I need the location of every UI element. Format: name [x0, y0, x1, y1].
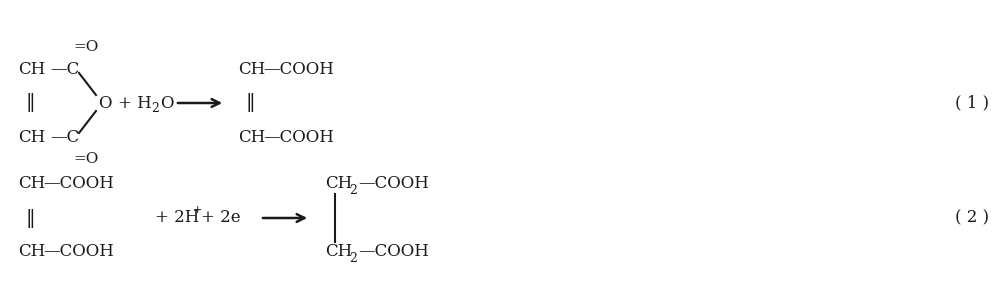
- Text: ‖: ‖: [25, 93, 35, 113]
- Text: 2: 2: [349, 253, 357, 265]
- Text: + 2e: + 2e: [201, 210, 241, 226]
- Text: CH: CH: [238, 129, 265, 146]
- Text: CH: CH: [325, 244, 352, 260]
- Text: ‖: ‖: [245, 93, 255, 113]
- Text: CH: CH: [18, 175, 45, 193]
- Text: ‖: ‖: [25, 208, 35, 228]
- Text: —COOH: —COOH: [263, 129, 334, 146]
- Text: CH: CH: [18, 244, 45, 260]
- Text: CH: CH: [238, 61, 265, 77]
- Text: —COOH: —COOH: [358, 175, 429, 193]
- Text: =O: =O: [73, 40, 98, 54]
- Text: CH: CH: [18, 61, 45, 77]
- Text: 2: 2: [349, 184, 357, 198]
- Text: —COOH: —COOH: [43, 244, 114, 260]
- Text: —COOH: —COOH: [43, 175, 114, 193]
- Text: =O: =O: [73, 152, 98, 166]
- Text: + H: + H: [118, 95, 152, 111]
- Text: O: O: [98, 95, 112, 111]
- Text: ( 2 ): ( 2 ): [955, 210, 989, 226]
- Text: +: +: [193, 205, 202, 215]
- Text: O: O: [160, 95, 174, 111]
- Text: —COOH: —COOH: [263, 61, 334, 77]
- Text: CH: CH: [18, 129, 45, 146]
- Text: —C: —C: [50, 129, 79, 146]
- Text: —C: —C: [50, 61, 79, 77]
- Text: + 2H: + 2H: [155, 210, 199, 226]
- Text: —COOH: —COOH: [358, 244, 429, 260]
- Text: ( 1 ): ( 1 ): [955, 95, 989, 111]
- Text: CH: CH: [325, 175, 352, 193]
- Text: 2: 2: [151, 102, 159, 116]
